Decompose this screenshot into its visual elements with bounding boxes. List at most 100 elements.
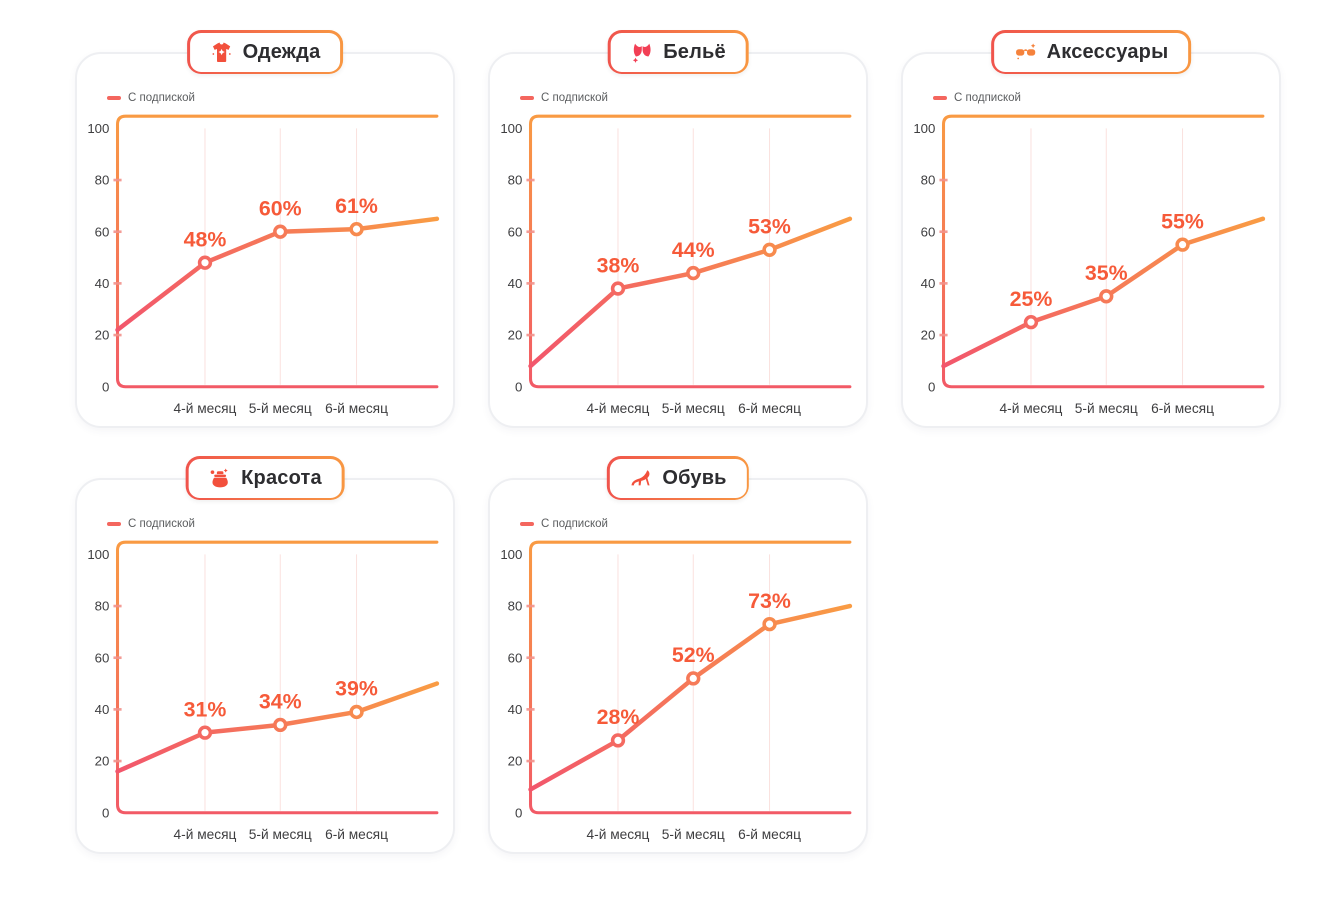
x-tick-label: 6-й месяц: [325, 401, 388, 416]
dashboard: Одежда С подпиской 0 20 40 60 80 100 4-й месяц…: [75, 30, 1344, 854]
legend: С подпиской: [520, 92, 856, 104]
y-tick-label: 60: [95, 224, 110, 239]
high-heel-icon: [629, 467, 652, 490]
data-point-label: 25%: [1010, 287, 1053, 311]
x-tick-label: 6-й месяц: [738, 827, 801, 842]
legend-label: С подпиской: [128, 92, 195, 104]
chart-frame: [115, 114, 439, 389]
sunglasses-icon: [1014, 41, 1037, 64]
legend-dash-icon: [933, 96, 947, 100]
data-point-label: 39%: [335, 677, 378, 701]
y-tick-label: 80: [95, 599, 110, 614]
data-point-marker: [1175, 237, 1190, 252]
cosmetics-icon: [208, 467, 231, 490]
x-tick-label: 4-й месяц: [1000, 401, 1063, 416]
data-point-marker: [686, 671, 701, 686]
chart-title: Аксессуары: [1046, 40, 1169, 63]
y-tick-label: 60: [95, 650, 110, 665]
y-tick-label: 40: [508, 276, 523, 291]
data-point-marker: [349, 221, 364, 237]
data-point-label: 35%: [1085, 261, 1128, 285]
chart-title-pill-inner: Обувь: [609, 458, 747, 498]
data-point-marker: [197, 255, 213, 270]
y-tick-label: 80: [95, 173, 110, 188]
chart-title: Обувь: [662, 466, 727, 489]
y-tick-label: 20: [95, 754, 110, 769]
data-point-label: 55%: [1161, 209, 1204, 233]
y-tick-label: 100: [913, 121, 935, 136]
legend: С подпиской: [107, 518, 443, 530]
y-tick-label: 40: [95, 702, 110, 717]
data-point-marker: [686, 265, 701, 281]
x-tick-label: 5-й месяц: [662, 827, 725, 842]
legend-label: С подпиской: [541, 518, 608, 530]
x-tick-label: 4-й месяц: [174, 827, 237, 842]
data-point-label: 31%: [184, 697, 227, 721]
chart-title: Бельё: [663, 40, 726, 63]
line-chart: 0 20 40 60 80 100 4-й месяц 5-й месяц 6-й месяц 2…: [913, 114, 1266, 416]
y-tick-label: 20: [508, 754, 523, 769]
chart-card: Красота С подпиской 0 20 40 60 80 100 4-й меся…: [75, 456, 455, 854]
data-point-label: 34%: [259, 690, 302, 714]
y-tick-label: 0: [102, 805, 109, 820]
data-point-label: 48%: [184, 227, 227, 251]
data-point-marker: [610, 733, 626, 748]
legend-dash-icon: [107, 96, 121, 100]
card-row-2: Красота С подпиской 0 20 40 60 80 100 4-й меся…: [75, 456, 1344, 854]
y-tick-label: 100: [500, 121, 522, 136]
y-tick-label: 0: [515, 379, 522, 394]
chart-card: Аксессуары С подпиской 0 20 40 60 80 100 4-й м…: [901, 30, 1281, 428]
data-point-marker: [762, 616, 777, 632]
data-point-marker: [762, 242, 777, 257]
y-tick-label: 40: [508, 702, 523, 717]
y-tick-label: 80: [921, 173, 936, 188]
tshirt-icon: [210, 41, 233, 64]
data-point-label: 61%: [335, 194, 378, 218]
line-chart: 0 20 40 60 80 100 4-й месяц 5-й месяц 6-й месяц 3…: [87, 540, 440, 842]
x-tick-label: 4-й месяц: [174, 401, 237, 416]
chart-title: Красота: [241, 466, 322, 489]
x-tick-label: 4-й месяц: [587, 401, 650, 416]
legend: С подпиской: [107, 92, 443, 104]
y-tick-label: 60: [508, 224, 523, 239]
chart-frame: [528, 114, 852, 389]
chart-title-pill-inner: Аксессуары: [993, 32, 1189, 72]
data-point-label: 73%: [748, 589, 791, 613]
legend-dash-icon: [520, 96, 534, 100]
chart-title-pill: Одежда: [187, 30, 343, 74]
data-point-label: 52%: [672, 643, 715, 667]
chart-title-pill-inner: Красота: [188, 458, 342, 498]
line-chart: 0 20 40 60 80 100 4-й месяц 5-й месяц 6-й месяц 3…: [500, 114, 853, 416]
data-point-label: 53%: [748, 215, 791, 239]
data-point-marker: [610, 281, 626, 296]
bra-icon: [630, 41, 653, 64]
legend: С подпиской: [520, 518, 856, 530]
legend-label: С подпиской: [128, 518, 195, 530]
y-tick-label: 0: [515, 805, 522, 820]
x-tick-label: 6-й месяц: [738, 401, 801, 416]
legend-label: С подпиской: [954, 92, 1021, 104]
line-chart: 0 20 40 60 80 100 4-й месяц 5-й месяц 6-й месяц 4…: [87, 114, 440, 416]
data-point-marker: [273, 717, 288, 733]
y-tick-label: 100: [87, 547, 109, 562]
legend-label: С подпиской: [541, 92, 608, 104]
data-point-marker: [1099, 289, 1114, 304]
chart-title-pill: Обувь: [606, 456, 750, 500]
chart-title-pill-inner: Бельё: [610, 32, 746, 72]
legend-dash-icon: [520, 522, 534, 526]
chart-card: Одежда С подпиской 0 20 40 60 80 100 4-й месяц…: [75, 30, 455, 428]
y-tick-label: 20: [508, 328, 523, 343]
legend-dash-icon: [107, 522, 121, 526]
y-tick-label: 60: [921, 224, 936, 239]
y-tick-label: 0: [102, 379, 109, 394]
data-point-label: 60%: [259, 196, 302, 220]
y-tick-label: 20: [95, 328, 110, 343]
data-point-label: 44%: [672, 238, 715, 262]
x-tick-label: 5-й месяц: [662, 401, 725, 416]
line-chart: 0 20 40 60 80 100 4-й месяц 5-й месяц 6-й месяц 2…: [500, 540, 853, 842]
data-point-label: 28%: [597, 705, 640, 729]
x-tick-label: 5-й месяц: [249, 827, 312, 842]
card-row-1: Одежда С подпиской 0 20 40 60 80 100 4-й месяц…: [75, 30, 1344, 428]
y-tick-label: 60: [508, 650, 523, 665]
y-tick-label: 0: [928, 379, 935, 394]
